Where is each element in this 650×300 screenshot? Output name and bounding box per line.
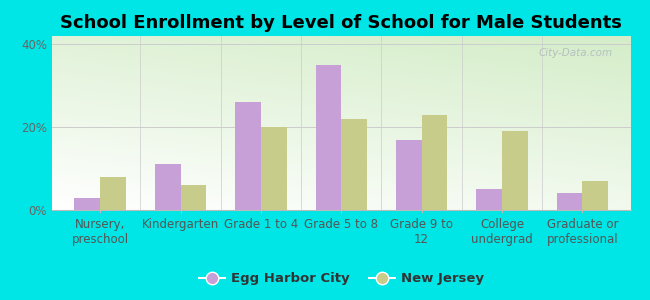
Bar [502,131,528,210]
Bar [261,127,287,210]
Bar [100,177,126,210]
Bar [556,194,582,210]
Bar [476,189,502,210]
Bar [315,65,341,210]
Bar [341,119,367,210]
Bar [75,198,100,210]
Bar [235,102,261,210]
Bar [155,164,181,210]
Bar [396,140,422,210]
Bar [422,115,447,210]
Text: City-Data.com: City-Data.com [539,48,613,58]
Bar [582,181,608,210]
Legend: Egg Harbor City, New Jersey: Egg Harbor City, New Jersey [194,267,489,290]
Title: School Enrollment by Level of School for Male Students: School Enrollment by Level of School for… [60,14,622,32]
Bar [181,185,206,210]
